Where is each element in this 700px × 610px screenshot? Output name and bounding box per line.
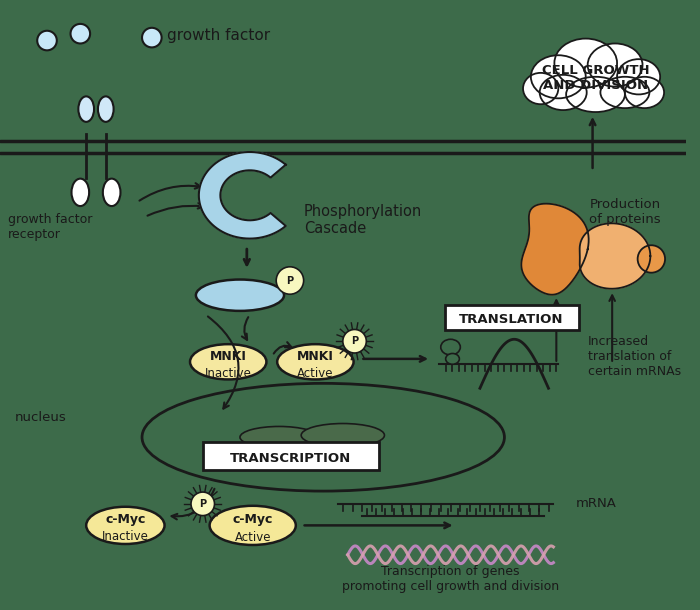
Text: Active: Active [297,367,334,380]
Text: Inactive: Inactive [102,529,149,543]
Text: P: P [351,336,358,346]
Text: Increased
translation of
certain mRNAs: Increased translation of certain mRNAs [588,336,681,378]
Ellipse shape [277,344,354,379]
Text: Production
of proteins: Production of proteins [589,198,661,226]
Ellipse shape [625,77,664,108]
Ellipse shape [98,96,113,122]
Text: Inactive: Inactive [205,367,252,380]
Text: TRANSCRIPTION: TRANSCRIPTION [230,452,351,465]
Polygon shape [580,223,650,289]
Text: P: P [286,276,293,285]
Ellipse shape [588,43,643,87]
Text: Active: Active [234,531,271,544]
Ellipse shape [86,507,164,544]
Ellipse shape [554,38,617,88]
Text: P: P [199,499,206,509]
Circle shape [142,28,162,48]
Text: mRNA: mRNA [576,497,617,511]
Polygon shape [199,152,286,239]
Ellipse shape [617,59,660,95]
Ellipse shape [441,339,461,355]
Text: MNKI: MNKI [210,350,246,364]
Ellipse shape [190,344,267,379]
Ellipse shape [601,77,650,108]
Text: Transcription of genes
promoting cell growth and division: Transcription of genes promoting cell gr… [342,565,559,594]
Text: nucleus: nucleus [15,411,66,424]
Ellipse shape [103,179,120,206]
Circle shape [37,30,57,51]
Text: c-Myc: c-Myc [105,513,146,526]
Text: CELL GROWTH
AND DIVISION: CELL GROWTH AND DIVISION [542,64,650,92]
Ellipse shape [240,426,318,448]
Text: TRANSLATION: TRANSLATION [459,313,564,326]
Ellipse shape [566,77,625,112]
Text: Phosphorylation
Cascade: Phosphorylation Cascade [304,204,422,236]
Text: growth factor
receptor: growth factor receptor [8,213,92,240]
Circle shape [276,267,304,294]
FancyBboxPatch shape [203,442,379,470]
Text: c-Myc: c-Myc [232,513,273,526]
Circle shape [191,492,214,515]
Ellipse shape [301,423,384,447]
Polygon shape [522,204,589,295]
Text: growth factor: growth factor [167,28,270,43]
FancyBboxPatch shape [444,305,579,331]
Ellipse shape [523,73,559,104]
Circle shape [343,329,366,353]
Text: MNKI: MNKI [297,350,334,364]
Circle shape [638,245,665,273]
Ellipse shape [78,96,94,122]
Ellipse shape [209,506,296,545]
Circle shape [71,24,90,43]
Ellipse shape [196,279,284,311]
Ellipse shape [540,75,587,110]
Ellipse shape [71,179,89,206]
Ellipse shape [446,353,459,364]
Ellipse shape [531,56,586,98]
